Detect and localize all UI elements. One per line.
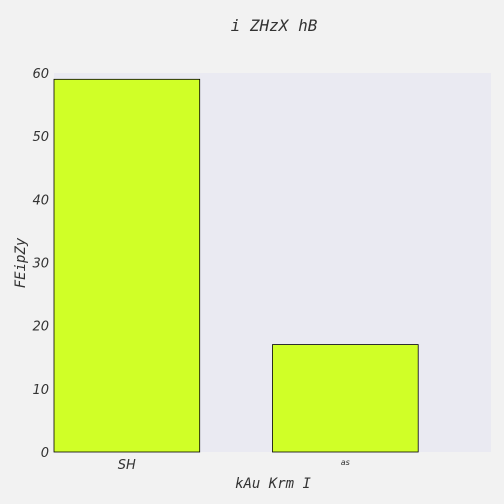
y-tick-label: 50 (32, 130, 49, 145)
bars (53, 78, 419, 453)
x-tick-label: SH (118, 458, 136, 473)
x-axis-label: kAu Krm I (235, 476, 311, 492)
y-axis-label: FEipZy (13, 237, 29, 288)
bar-as (272, 344, 419, 453)
y-axis-ticks: 0 10 20 30 40 50 60 (32, 67, 49, 461)
y-tick-label: 20 (32, 320, 49, 335)
bar-SH (53, 78, 201, 453)
y-tick-label: 10 (32, 383, 49, 398)
y-tick-label: 30 (32, 257, 49, 272)
y-tick-label: 40 (32, 193, 49, 208)
x-tick-label: as (341, 458, 350, 467)
x-axis-ticks: SH as (118, 458, 350, 473)
y-tick-label: 60 (32, 67, 49, 82)
y-tick-label: 0 (41, 446, 49, 461)
chart-title: i ZHzX hB (231, 16, 318, 35)
